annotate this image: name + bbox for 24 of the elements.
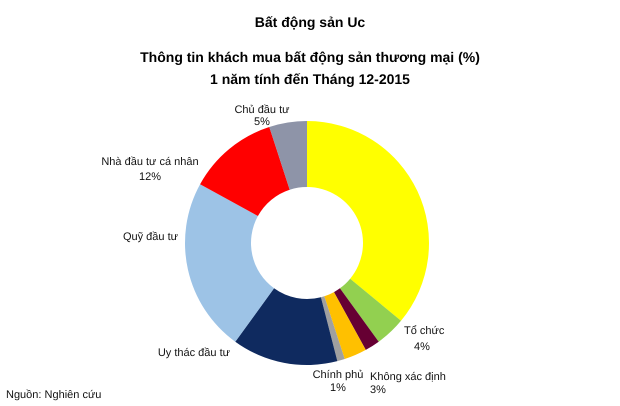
slice-label: Chính phủ bbox=[312, 369, 364, 381]
donut-slice bbox=[307, 121, 429, 321]
donut-slice bbox=[200, 126, 290, 216]
donut-slice bbox=[235, 288, 338, 365]
slice-label: Nhà đầu tư cá nhân bbox=[101, 156, 199, 168]
slice-label: Chủ đầu tư bbox=[234, 104, 290, 116]
slice-label: Uy thác đầu tư bbox=[158, 347, 231, 359]
donut-slice bbox=[324, 292, 366, 360]
data-label: 12% bbox=[138, 171, 162, 183]
donut-slice bbox=[340, 278, 402, 342]
donut-slice bbox=[334, 288, 379, 350]
slice-label: Tổ chức bbox=[404, 325, 445, 337]
chart-subtitle: Thông tin khách mua bất động sản thương mại (%) 1 năm tính đến Tháng 12-2015 bbox=[140, 49, 480, 87]
donut-slice bbox=[185, 184, 274, 342]
data-label: 4% bbox=[414, 341, 430, 353]
slice-label: Không xác định bbox=[370, 371, 446, 383]
data-label: 1% bbox=[330, 382, 346, 394]
text: Nguồn: Nghiên cứu bbox=[6, 389, 102, 401]
data-label: 5% bbox=[254, 116, 270, 128]
data-label: 3% bbox=[370, 384, 386, 396]
donut-slice bbox=[269, 121, 307, 190]
slice-label: Quỹ đầu tư bbox=[122, 231, 179, 243]
donut-slice bbox=[320, 296, 345, 362]
chart-title: Bất động sản Uc bbox=[254, 14, 366, 30]
